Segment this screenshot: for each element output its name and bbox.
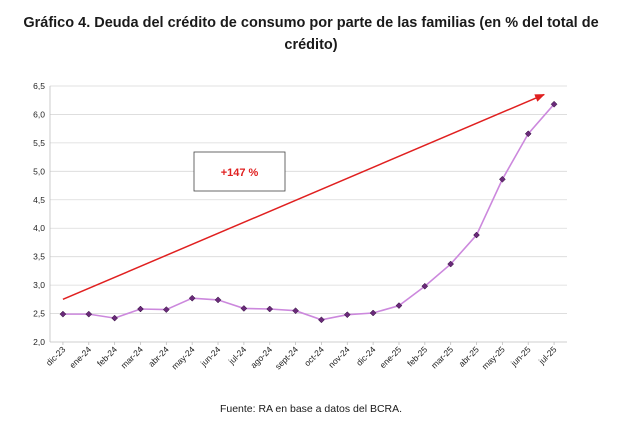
data-point bbox=[395, 302, 403, 309]
annotation-text: +147 % bbox=[221, 167, 259, 179]
data-point bbox=[318, 316, 325, 324]
data-point bbox=[188, 294, 196, 302]
title-line-2: crédito) bbox=[284, 37, 338, 53]
data-point bbox=[421, 282, 429, 290]
x-tick-label: may-25 bbox=[480, 344, 507, 371]
chart-title: Gráfico 4. Deuda del crédito de consumo … bbox=[0, 12, 622, 56]
y-tick-label: 2,0 bbox=[33, 337, 45, 347]
x-tick-label: dic-23 bbox=[44, 344, 68, 368]
data-point bbox=[266, 305, 274, 313]
x-tick-label: nov-24 bbox=[326, 344, 352, 370]
data-point bbox=[85, 310, 93, 318]
data-point bbox=[214, 296, 222, 304]
data-point bbox=[240, 305, 248, 312]
y-tick-label: 3,0 bbox=[33, 280, 45, 290]
x-tick-label: jul-24 bbox=[226, 344, 249, 367]
x-tick-label: may-24 bbox=[169, 344, 196, 371]
title-line-1: Gráfico 4. Deuda del crédito de consumo … bbox=[23, 15, 599, 31]
annotation-box bbox=[193, 151, 286, 192]
data-point bbox=[499, 175, 506, 183]
data-point bbox=[524, 130, 532, 138]
data-point bbox=[137, 305, 144, 313]
source-note: Fuente: RA en base a datos del BCRA. bbox=[219, 403, 403, 415]
y-tick-label: 6,5 bbox=[33, 81, 45, 91]
y-tick-label: 6,0 bbox=[33, 109, 45, 119]
x-tick-label: dic-24 bbox=[354, 344, 378, 368]
x-tick-label: abr-24 bbox=[146, 344, 171, 369]
x-tick-label: sept-24 bbox=[273, 344, 300, 371]
data-point bbox=[473, 231, 480, 239]
data-point bbox=[447, 260, 455, 268]
x-tick-label: ago-24 bbox=[248, 344, 274, 370]
y-tick-label: 4,5 bbox=[33, 195, 45, 205]
y-tick-label: 3,5 bbox=[33, 252, 45, 262]
series-line bbox=[62, 103, 555, 321]
x-tick-label: feb-25 bbox=[405, 344, 429, 368]
x-tick-label: mar-25 bbox=[429, 344, 455, 370]
x-tick-label: abr-25 bbox=[456, 344, 481, 369]
data-point bbox=[111, 314, 118, 322]
x-tick-label: jun-25 bbox=[508, 344, 533, 369]
data-point bbox=[292, 307, 299, 315]
x-tick-label: jul-25 bbox=[536, 344, 559, 367]
y-tick-label: 5,5 bbox=[33, 138, 45, 148]
data-point bbox=[162, 306, 170, 313]
data-point bbox=[369, 309, 377, 317]
y-tick-label: 2,5 bbox=[33, 309, 45, 319]
data-point bbox=[550, 100, 558, 108]
x-tick-label: mar-24 bbox=[119, 344, 145, 370]
x-tick-label: jun-24 bbox=[198, 344, 223, 369]
y-tick-label: 5,0 bbox=[33, 166, 45, 176]
data-point bbox=[59, 310, 67, 318]
x-tick-label: oct-24 bbox=[302, 344, 326, 368]
y-tick-label: 4,0 bbox=[33, 223, 45, 233]
x-tick-label: feb-24 bbox=[95, 344, 119, 368]
data-point bbox=[343, 311, 351, 319]
trend-arrow bbox=[62, 93, 545, 301]
x-tick-label: ene-24 bbox=[67, 344, 93, 370]
x-tick-label: ene-25 bbox=[378, 344, 404, 370]
